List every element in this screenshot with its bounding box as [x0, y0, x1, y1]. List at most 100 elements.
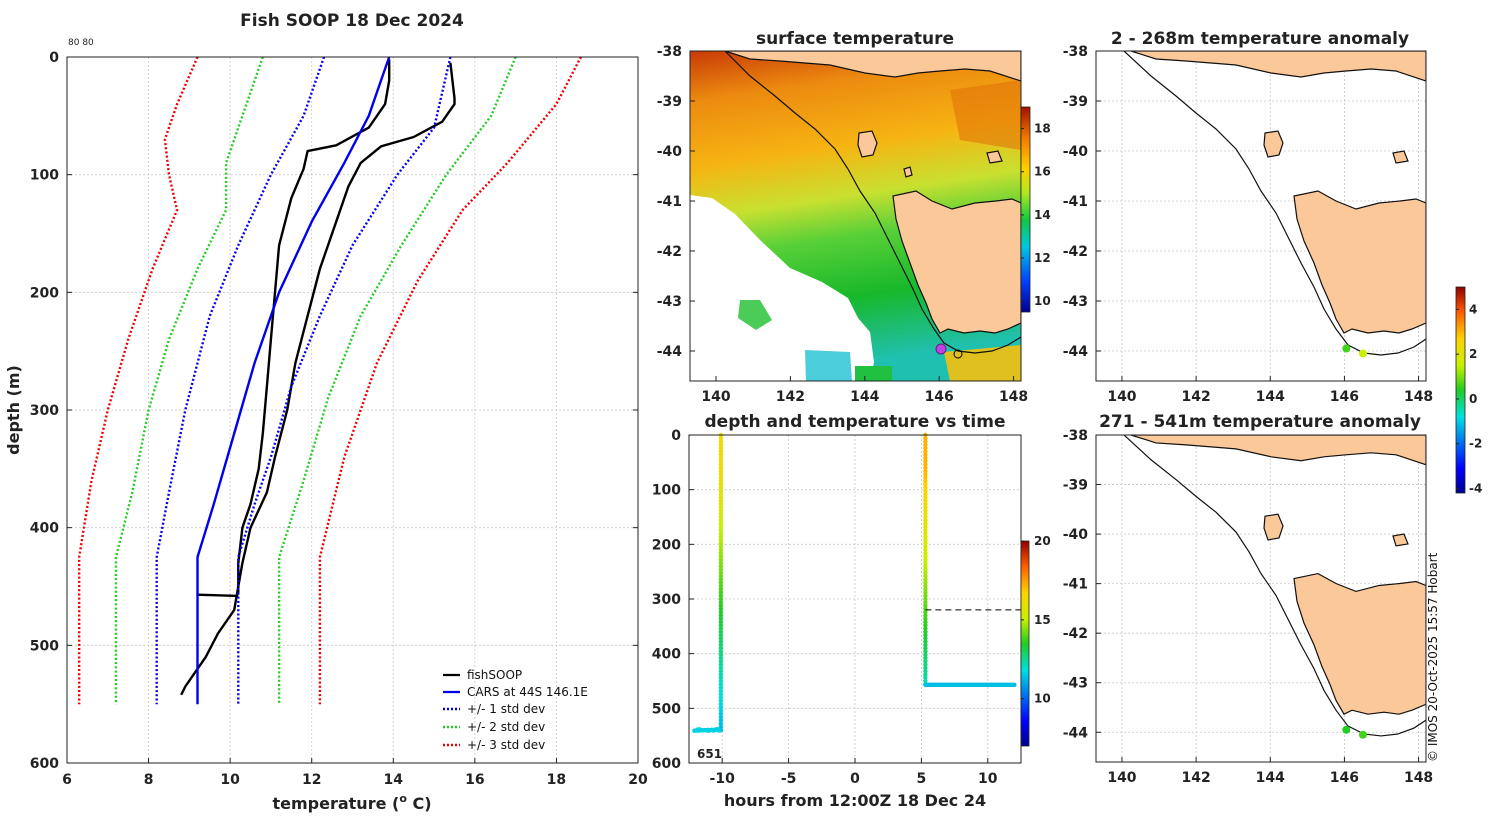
- anomaly-lower-map: [1124, 435, 1426, 736]
- y-tick-label: 400: [652, 647, 681, 663]
- x-tick-label: 10: [220, 772, 240, 788]
- hunter-island: [904, 167, 912, 177]
- profile-grid: [67, 57, 638, 763]
- anomaly-upper-marks: [1342, 345, 1367, 358]
- y-tick-label: -38: [657, 44, 682, 60]
- depth-time-panel: depth and temperature vs time -10 -5 0 5 100…: [652, 412, 1051, 810]
- profile-series-line: [198, 595, 239, 596]
- anomaly-point: [1359, 731, 1367, 739]
- depth-time-grid: [689, 435, 1021, 763]
- anomaly-upper-title: 2 - 268m temperature anomaly: [1111, 29, 1409, 49]
- x-tick-label: 148: [1404, 389, 1433, 405]
- y-tick-label: -40: [1063, 144, 1089, 160]
- credit-text: © IMOS 20-Oct-2025 15:57 Hobart: [1426, 552, 1440, 762]
- y-tick-label: -40: [1063, 527, 1089, 543]
- colorbar-tick-label: 2: [1469, 347, 1477, 361]
- king-island: [858, 131, 877, 157]
- x-tick-label: 142: [776, 389, 805, 405]
- x-tick-label: 10: [978, 771, 998, 787]
- y-tick-label: -42: [1063, 626, 1088, 642]
- anomaly-colorbar: [1456, 287, 1465, 493]
- x-tick-label: 8: [144, 772, 154, 788]
- depth-time-annotation: 651: [697, 747, 722, 761]
- y-tick-label: 600: [30, 756, 59, 772]
- tasmania: [1294, 191, 1426, 333]
- anomaly-lower-title: 271 - 541m temperature anomaly: [1099, 412, 1421, 432]
- y-tick-label: 100: [30, 168, 59, 184]
- sst-warm-patch: [950, 80, 1021, 150]
- y-tick-label: -39: [1063, 94, 1088, 110]
- x-tick-label: 144: [1256, 389, 1285, 405]
- profile-ticks: 6 8 10 12 14 16 18 200100200300400500600: [30, 50, 648, 788]
- y-tick-label: -41: [1063, 577, 1088, 593]
- depth-time-title: depth and temperature vs time: [705, 412, 1006, 432]
- tasmania: [1294, 574, 1426, 715]
- x-tick-label: 18: [547, 772, 566, 788]
- x-tick-label: 12: [302, 772, 321, 788]
- y-tick-label: -40: [657, 144, 683, 160]
- depth-time-xlabel: hours from 12:00Z 18 Dec 24: [724, 791, 986, 810]
- sst-field: [690, 51, 1021, 381]
- x-tick-label: 0: [850, 771, 860, 787]
- profile-legend: fishSOOP CARS at 44S 146.1E +/- 1 std de…: [443, 668, 588, 752]
- colorbar-tick-label: -2: [1469, 437, 1482, 451]
- depth-time-colorbar: [1021, 541, 1029, 746]
- y-tick-label: -44: [1063, 344, 1089, 360]
- y-tick-label: 0: [671, 428, 681, 444]
- profile-ylabel: depth (m): [4, 365, 23, 455]
- y-tick-label: 500: [30, 638, 59, 654]
- anomaly-point: [1342, 726, 1350, 734]
- colorbar-tick-label: 10: [1034, 294, 1051, 308]
- colorbar-tick-label: 14: [1034, 208, 1051, 222]
- profile-series-line: [238, 57, 450, 704]
- legend-label: +/- 3 std dev: [467, 738, 545, 752]
- mainland: [1131, 51, 1426, 81]
- mainland: [1131, 435, 1426, 465]
- legend-label: fishSOOP: [467, 668, 522, 682]
- profile-series-line: [79, 57, 197, 704]
- x-tick-label: 140: [701, 389, 730, 405]
- x-tick-label: 148: [999, 389, 1028, 405]
- king-island: [1264, 514, 1283, 540]
- anomaly-lower-land: [1124, 435, 1426, 736]
- x-tick-label: 5: [917, 771, 927, 787]
- x-tick-label: 146: [1330, 770, 1359, 786]
- x-tick-label: 6: [62, 772, 72, 788]
- x-tick-label: 144: [1256, 770, 1285, 786]
- anomaly-upper-map: [1124, 51, 1426, 355]
- anomaly-point: [1342, 345, 1350, 353]
- x-tick-label: 146: [925, 389, 954, 405]
- y-tick-label: -44: [1063, 725, 1089, 741]
- depth-time-point: [1012, 683, 1016, 687]
- y-tick-label: -43: [1063, 294, 1088, 310]
- y-tick-label: 300: [30, 403, 59, 419]
- legend-label: +/- 2 std dev: [467, 720, 545, 734]
- sst-green-patch: [855, 366, 892, 381]
- profile-corner-label: 80 80: [68, 38, 94, 48]
- y-tick-label: -41: [657, 194, 682, 210]
- colorbar-tick-label: 4: [1469, 302, 1477, 316]
- figure: Fish SOOP 18 Dec 2024 80 80 6 8 10 12 14 16 18…: [0, 0, 1500, 820]
- depth-time-ticks: -10 -5 0 5 100100200300400500600: [652, 428, 998, 787]
- y-tick-label: -38: [1063, 44, 1088, 60]
- flinders-island: [1393, 534, 1408, 546]
- colorbar-tick-label: 15: [1034, 613, 1051, 627]
- y-tick-label: -39: [657, 94, 682, 110]
- anomaly-lower-panel: 271 - 541m temperature anomaly 140 142 144…: [1063, 412, 1433, 786]
- profile-series-line: [238, 59, 389, 594]
- anomaly-lower-marks: [1342, 726, 1367, 739]
- y-tick-label: 500: [652, 701, 681, 717]
- y-tick-label: 200: [652, 537, 681, 553]
- sst-ship-position: [936, 344, 946, 354]
- x-tick-label: -10: [710, 771, 736, 787]
- profile-panel: Fish SOOP 18 Dec 2024 80 80 6 8 10 12 14 16 18…: [4, 11, 648, 813]
- sst-colorbar: [1021, 107, 1030, 312]
- sst-title: surface temperature: [756, 29, 954, 49]
- legend-label: CARS at 44S 146.1E: [467, 685, 588, 699]
- depth-time-point: [718, 728, 722, 732]
- y-tick-label: -43: [1063, 676, 1088, 692]
- y-tick-label: 200: [30, 285, 59, 301]
- x-tick-label: 20: [628, 772, 648, 788]
- anomaly-point: [1359, 350, 1367, 358]
- colorbar-tick-label: 16: [1034, 165, 1051, 179]
